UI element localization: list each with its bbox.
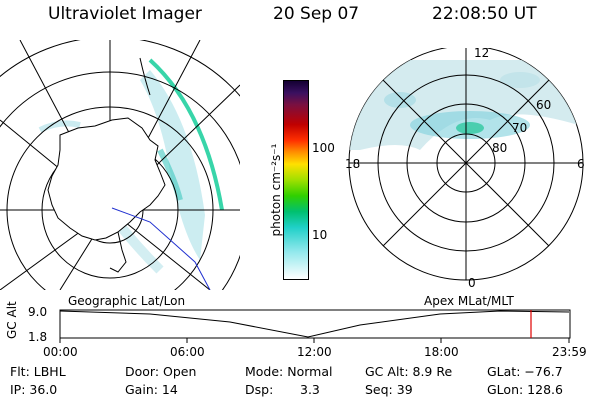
mlt-label-12: 12 [474, 46, 490, 60]
door-info: Door: Open [125, 364, 197, 379]
ip-info: IP: 36.0 [10, 382, 58, 397]
mlt-label-18: 18 [345, 157, 361, 171]
gain-info: Gain: 14 [125, 382, 178, 397]
date-label: 20 Sep 07 [273, 4, 360, 24]
gc-alt-info: GC Alt: 8.9 Re [365, 364, 453, 379]
color-scale-bar [283, 80, 309, 280]
time-tick-0000: 00:00 [43, 345, 78, 359]
mlat-label-60: 60 [536, 98, 552, 112]
time-tick-1200: 12:00 [297, 345, 332, 359]
dsp-label: Dsp: [245, 382, 274, 397]
gc-alt-min: 1.8 [28, 330, 48, 344]
footprint-track [111, 207, 211, 290]
time-tick-2359: 23:59 [552, 345, 587, 359]
instrument-title: Ultraviolet Imager [48, 4, 202, 24]
gc-alt-max: 9.0 [28, 305, 48, 319]
coastline [47, 117, 166, 241]
dsp-value: 3.3 [300, 382, 320, 397]
time-tick-1800: 18:00 [424, 345, 459, 359]
mlat-label-70: 70 [512, 121, 528, 135]
mlat-label-80: 80 [492, 141, 508, 155]
time-tick-0600: 06:00 [170, 345, 205, 359]
time-ticks [59, 338, 570, 343]
gc-alt-axis-label: GC Alt [5, 301, 19, 339]
colorbar-unit-label: photon cm⁻²s⁻¹ [269, 143, 283, 237]
altitude-curve [59, 310, 570, 338]
apex-aurora-emission [349, 60, 583, 150]
geographic-label: Geographic Lat/Lon [68, 294, 186, 308]
filter-info: Flt: LBHL [10, 364, 66, 379]
glat-info: GLat: −76.7 [487, 364, 563, 379]
seq-info: Seq: 39 [365, 382, 413, 397]
apex-map [348, 48, 584, 281]
colorbar-tick-10: 10 [312, 228, 328, 242]
mlt-label-6: 6 [577, 157, 585, 171]
mode-info: Mode: Normal [245, 364, 333, 379]
mlt-label-0: 0 [468, 276, 476, 290]
geographic-map [0, 40, 240, 290]
colorbar-tick-100: 100 [312, 141, 335, 155]
time-label: 22:08:50 UT [432, 4, 537, 24]
mlt-meridians [349, 48, 583, 280]
apex-label: Apex MLat/MLT [424, 294, 514, 308]
glon-info: GLon: 128.6 [487, 382, 563, 397]
altitude-timeline [59, 309, 571, 343]
